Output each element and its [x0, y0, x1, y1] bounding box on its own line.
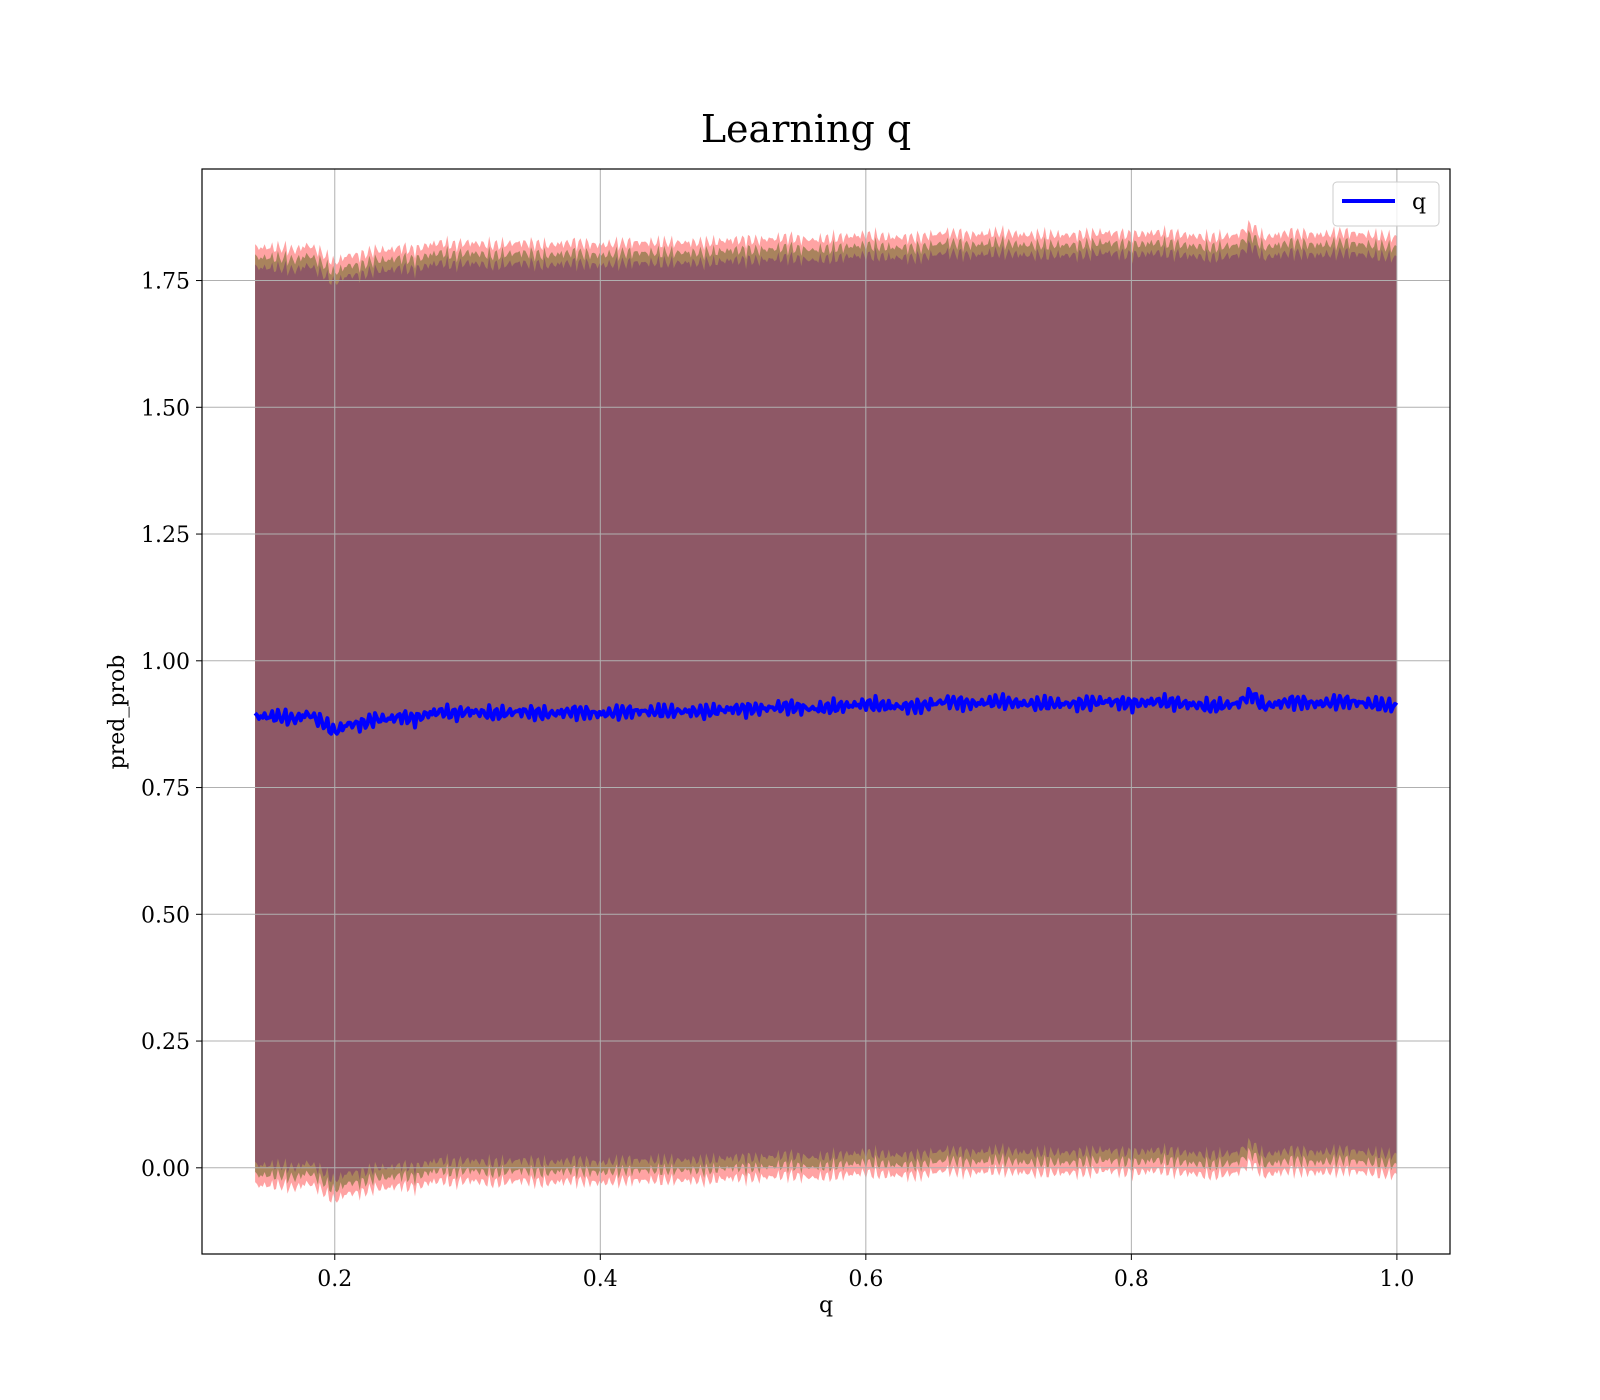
x-tick-label: 0.4 — [583, 1267, 618, 1292]
legend-box — [1332, 181, 1440, 227]
legend-label-q: q — [1412, 190, 1426, 215]
x-axis: 0.2 0.4 0.6 0.8 1.0 — [317, 1254, 1414, 1292]
y-tick-label: 1.25 — [141, 523, 190, 548]
plot-frame — [201, 168, 1451, 1255]
y-tick-label: 0.75 — [141, 777, 190, 802]
y-tick-label: 1.00 — [141, 650, 190, 675]
x-tick-label: 0.6 — [848, 1267, 883, 1292]
x-tick-label: 0.2 — [317, 1267, 352, 1292]
x-tick-label: 0.8 — [1114, 1267, 1149, 1292]
y-axis: 0.00 0.25 0.50 0.75 1.00 1.25 1.50 1.75 — [141, 270, 202, 1182]
y-tick-label: 0.50 — [141, 903, 190, 928]
series-line-q — [253, 687, 1399, 736]
legend: q — [1332, 181, 1440, 227]
y-axis-label: pred_prob — [105, 655, 130, 770]
plot-area — [201, 168, 1451, 1255]
x-axis-label: q — [819, 1293, 833, 1318]
y-tick-label: 0.00 — [141, 1157, 190, 1182]
chart-title: Learning q — [701, 107, 911, 151]
x-tick-label: 1.0 — [1379, 1267, 1414, 1292]
series-layer — [253, 687, 1399, 736]
y-tick-label: 1.50 — [141, 396, 190, 421]
y-tick-label: 0.25 — [141, 1030, 190, 1055]
y-tick-label: 1.75 — [141, 270, 190, 295]
